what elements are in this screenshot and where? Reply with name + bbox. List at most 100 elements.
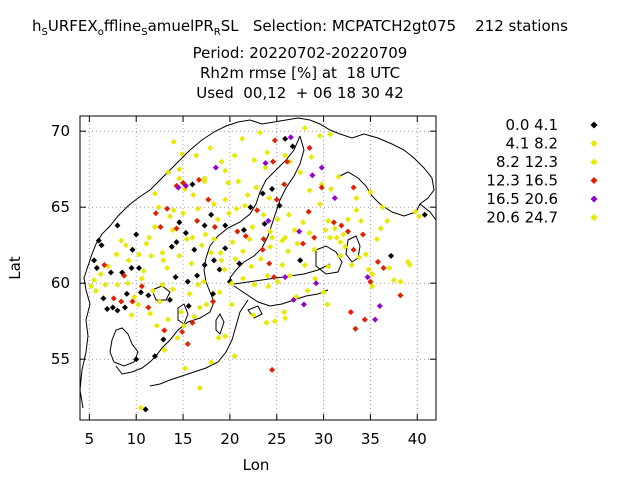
station-marker [156,298,163,305]
station-marker [184,278,191,285]
station-marker [364,274,371,281]
station-marker [182,230,189,237]
station-marker [138,275,145,282]
station-marker [193,152,200,159]
station-marker [212,164,219,171]
station-marker [374,258,381,265]
station-marker [129,298,136,305]
station-marker [109,304,116,311]
station-marker [318,184,325,191]
title-part: h [32,17,42,35]
station-marker [222,196,229,203]
station-marker [337,239,344,246]
station-marker [247,204,254,211]
station-marker [352,325,359,332]
station-marker [159,249,166,256]
station-marker [250,312,257,319]
station-marker [269,234,276,241]
station-marker [135,301,142,308]
station-marker [180,210,187,217]
station-marker [93,265,100,271]
station-marker [312,275,319,282]
station-marker [249,223,256,230]
station-marker [305,208,312,215]
station-marker [101,261,108,268]
station-marker [353,195,360,202]
station-marker [251,157,258,164]
station-marker [267,228,274,235]
station-marker [114,222,121,229]
station-marker [244,192,251,199]
station-marker [118,298,125,305]
station-marker [282,152,289,159]
legend-label: 12.3 16.5 [486,172,558,190]
station-marker [170,207,177,214]
station-marker [282,315,289,322]
coastline-gulf-finland [233,285,329,307]
legend-label: 4.1 8.2 [506,135,558,153]
station-marker [266,260,273,267]
station-marker [228,280,235,287]
station-marker [300,301,307,308]
station-marker [362,251,369,258]
station-marker [182,182,189,189]
station-marker [233,205,240,212]
station-marker [299,240,306,247]
coastline-baltic-east [149,299,249,387]
station-marker [236,260,243,267]
station-marker [215,334,222,341]
station-marker [316,132,323,139]
station-marker [373,236,380,243]
station-marker [151,223,158,230]
station-marker [274,278,281,285]
station-marker [331,195,338,202]
station-marker [143,240,150,247]
station-marker [172,274,179,281]
station-marker [240,248,247,255]
station-marker [155,204,162,211]
station-marker [160,336,167,343]
station-marker [325,263,332,270]
station-marker [151,353,158,360]
station-marker [137,289,144,296]
station-marker [133,356,140,363]
station-marker [308,154,315,161]
station-marker [324,301,331,308]
y-tick-label: 70 [51,122,70,140]
station-marker [241,202,248,209]
station-marker [304,287,311,294]
station-marker [207,144,214,151]
station-marker [338,222,345,229]
station-marker [291,227,298,233]
station-marker [313,280,320,287]
station-marker [361,316,368,323]
station-marker [136,251,143,258]
legend-marker [590,121,598,129]
station-marker [121,304,128,311]
station-marker [201,178,208,185]
station-marker [311,234,318,241]
station-marker [125,257,132,264]
station-marker [265,283,272,290]
station-marker [151,190,158,197]
station-marker [294,240,301,247]
station-marker [200,278,207,285]
x-tick-label: 40 [408,430,427,448]
station-marker [287,134,294,141]
station-marker [232,255,239,262]
station-marker [185,303,192,309]
station-marker [229,239,236,246]
station-marker [175,184,182,191]
y-tick-label: 55 [51,350,70,368]
station-marker [201,175,208,182]
station-marker [289,143,296,150]
station-marker [184,341,191,347]
station-marker [136,265,143,271]
station-marker [318,164,325,171]
station-marker [113,251,120,258]
x-tick-label: 15 [174,430,193,448]
station-marker [333,234,340,241]
station-marker [271,318,278,325]
station-marker [138,283,145,290]
station-marker [309,172,316,179]
